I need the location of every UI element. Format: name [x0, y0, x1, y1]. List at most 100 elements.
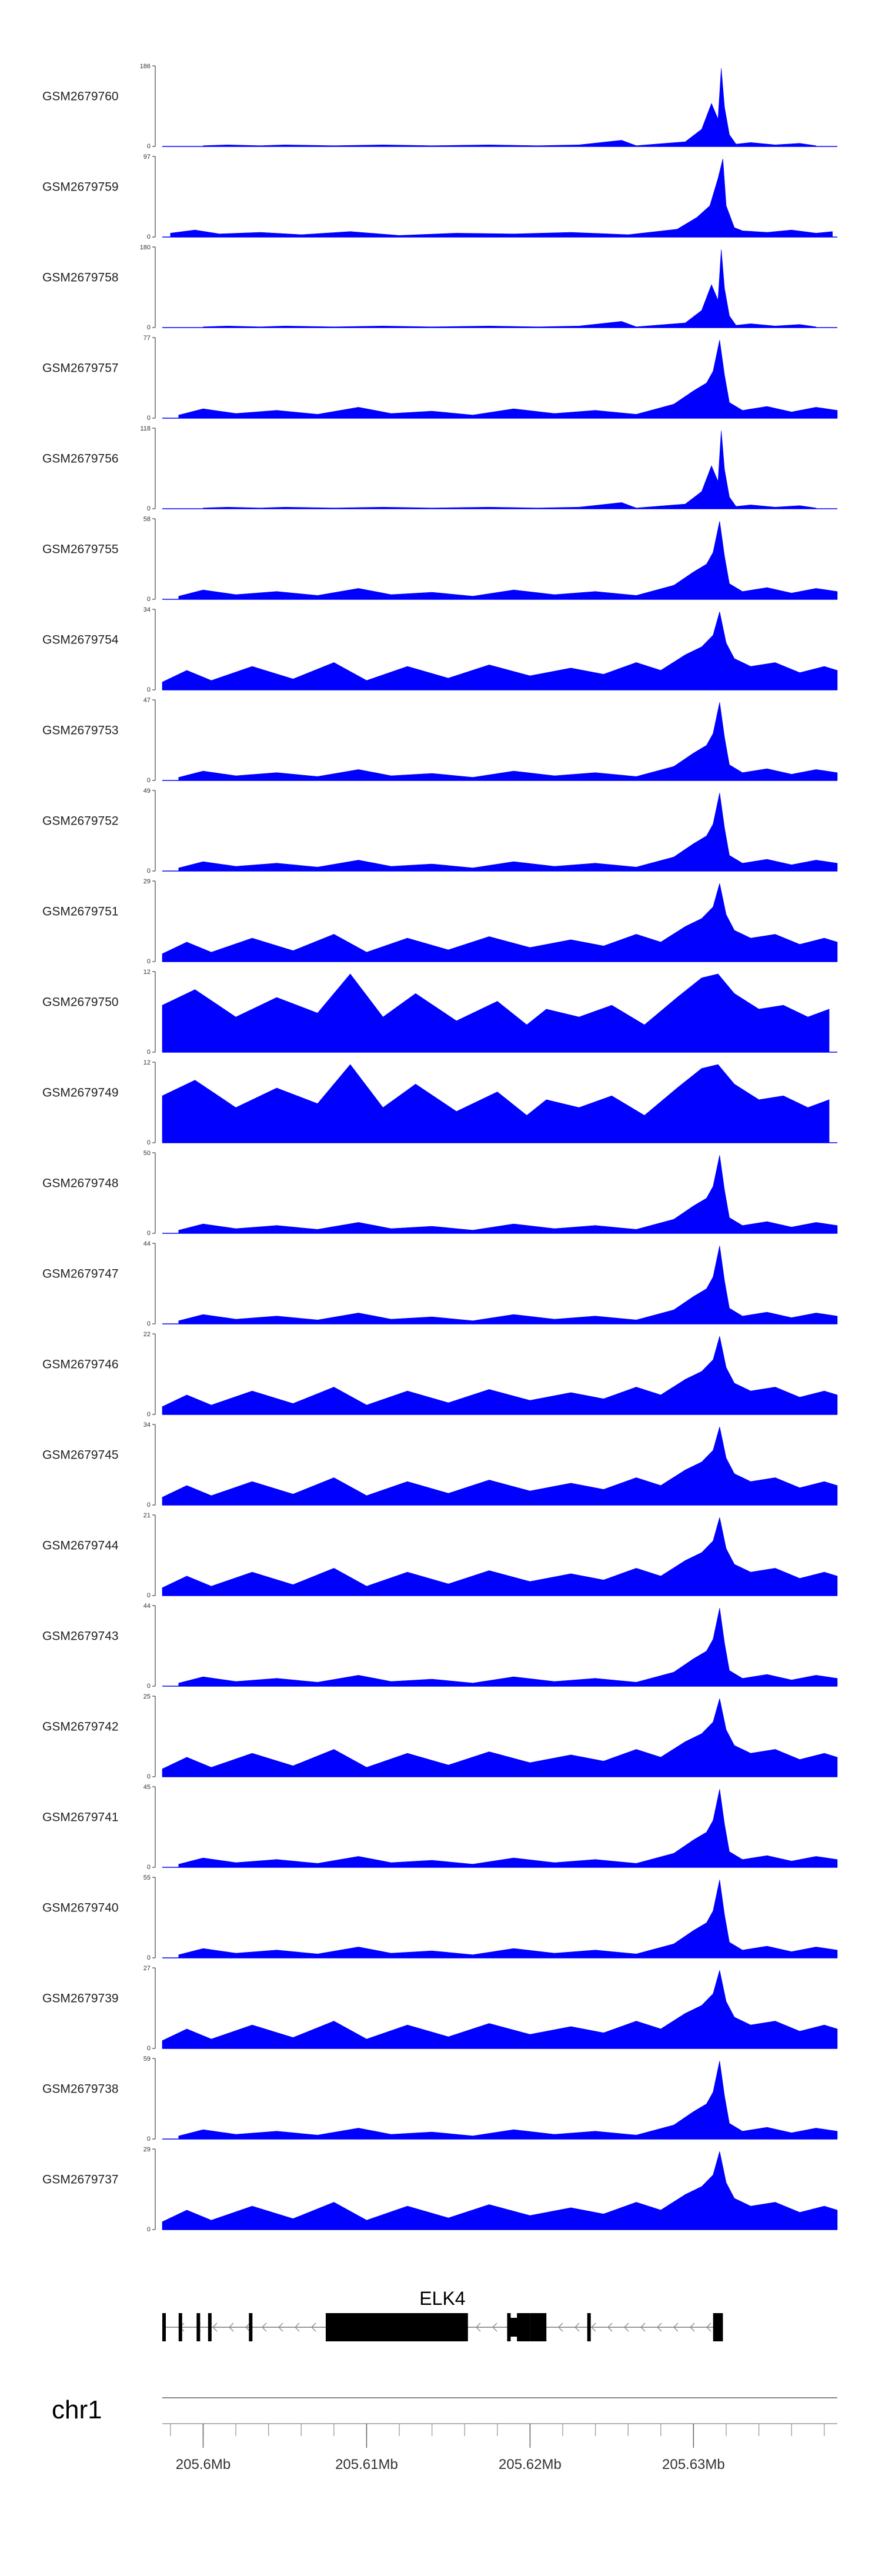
- strand-arrow: [591, 2323, 596, 2332]
- coverage-area: [178, 1154, 838, 1234]
- y-max-label: 29: [143, 878, 151, 885]
- y-max-label: 47: [143, 697, 151, 704]
- track-GSM2679747: GSM2679747 44 0: [42, 1240, 838, 1327]
- axis-tick-label: 205.6Mb: [176, 2457, 230, 2472]
- gene-exon: [208, 2313, 212, 2341]
- y-min-label: 0: [147, 1864, 151, 1871]
- track-GSM2679755: GSM2679755 58 0: [42, 516, 838, 603]
- strand-arrow: [229, 2323, 234, 2332]
- axis-tick-label: 205.62Mb: [499, 2457, 562, 2472]
- y-min-label: 0: [147, 1773, 151, 1780]
- strand-arrow: [640, 2323, 646, 2332]
- gene-utr: [507, 2318, 527, 2337]
- y-min-label: 0: [147, 143, 151, 150]
- strand-arrow: [245, 2323, 250, 2332]
- coverage-area: [203, 68, 817, 147]
- coverage-area: [162, 883, 838, 962]
- strand-arrow: [690, 2323, 695, 2332]
- coverage-area: [162, 1970, 838, 2049]
- gene-model: ELK4: [162, 2288, 723, 2341]
- axis-tick-label: 205.63Mb: [662, 2457, 725, 2472]
- strand-arrow: [311, 2323, 316, 2332]
- track-label: GSM2679737: [42, 2173, 119, 2187]
- track-GSM2679743: GSM2679743 44 0: [42, 1603, 838, 1690]
- track-GSM2679737: GSM2679737 29 0: [42, 2146, 838, 2233]
- y-min-label: 0: [147, 415, 151, 422]
- track-label: GSM2679745: [42, 1449, 119, 1462]
- track-label: GSM2679743: [42, 1630, 119, 1643]
- track-label: GSM2679746: [42, 1358, 119, 1372]
- y-min-label: 0: [147, 958, 151, 965]
- track-GSM2679759: GSM2679759 97 0: [42, 154, 837, 241]
- strand-arrow: [262, 2323, 267, 2332]
- y-max-label: 45: [143, 1784, 151, 1791]
- gene-exon: [196, 2313, 201, 2341]
- coverage-area: [203, 249, 817, 328]
- track-label: GSM2679738: [42, 2083, 119, 2096]
- strand-arrow: [624, 2323, 629, 2332]
- track-GSM2679746: GSM2679746 22 0: [42, 1331, 838, 1418]
- track-label: GSM2679759: [42, 181, 119, 194]
- track-GSM2679750: GSM2679750 12 0: [42, 969, 837, 1056]
- track-GSM2679751: GSM2679751 29 0: [42, 878, 838, 965]
- y-max-label: 58: [143, 516, 151, 523]
- track-label: GSM2679748: [42, 1177, 119, 1190]
- y-min-label: 0: [147, 1592, 151, 1599]
- strand-arrow: [657, 2323, 662, 2332]
- track-GSM2679742: GSM2679742 25 0: [42, 1693, 838, 1780]
- track-GSM2679754: GSM2679754 34 0: [42, 606, 838, 693]
- track-label: GSM2679739: [42, 1992, 119, 2006]
- strand-arrow: [492, 2323, 497, 2332]
- strand-arrow: [278, 2323, 283, 2332]
- strand-arrow: [295, 2323, 300, 2332]
- track-GSM2679748: GSM2679748 50 0: [42, 1150, 838, 1237]
- y-max-label: 180: [140, 244, 151, 251]
- track-label: GSM2679755: [42, 543, 119, 556]
- track-label: GSM2679747: [42, 1267, 119, 1281]
- y-min-label: 0: [147, 2226, 151, 2233]
- y-min-label: 0: [147, 1683, 151, 1690]
- track-GSM2679756: GSM2679756 118 0: [42, 425, 837, 512]
- genome-axis: chr1 205.6Mb 205.61Mb 205.62Mb 205.63Mb: [52, 2395, 837, 2472]
- y-min-label: 0: [147, 2135, 151, 2143]
- y-min-label: 0: [147, 1954, 151, 1961]
- track-GSM2679757: GSM2679757 77 0: [42, 335, 838, 422]
- track-label: GSM2679749: [42, 1086, 119, 1100]
- track-label: GSM2679754: [42, 633, 119, 647]
- strand-arrow: [607, 2323, 613, 2332]
- y-min-label: 0: [147, 324, 151, 331]
- y-min-label: 0: [147, 1049, 151, 1056]
- strand-arrow: [574, 2323, 580, 2332]
- coverage-area: [162, 1698, 838, 1777]
- coverage-area: [162, 1426, 838, 1506]
- y-max-label: 29: [143, 2146, 151, 2153]
- y-max-label: 12: [143, 1059, 151, 1066]
- y-min-label: 0: [147, 596, 151, 603]
- track-GSM2679753: GSM2679753 47 0: [42, 697, 838, 784]
- coverage-area: [178, 1879, 838, 1958]
- gene-exon: [713, 2313, 723, 2341]
- coverage-area: [162, 1064, 830, 1143]
- y-max-label: 44: [143, 1603, 151, 1610]
- coverage-area: [203, 430, 817, 509]
- y-max-label: 12: [143, 969, 151, 976]
- strand-arrow: [558, 2323, 563, 2332]
- coverage-area: [178, 1788, 838, 1868]
- y-max-label: 27: [143, 1965, 151, 1972]
- track-label: GSM2679760: [42, 90, 119, 104]
- y-max-label: 186: [140, 63, 151, 70]
- y-min-label: 0: [147, 1411, 151, 1418]
- coverage-area: [178, 1245, 838, 1324]
- track-GSM2679752: GSM2679752 49 0: [42, 788, 838, 875]
- track-GSM2679739: GSM2679739 27 0: [42, 1965, 838, 2052]
- y-min-label: 0: [147, 777, 151, 784]
- y-min-label: 0: [147, 1230, 151, 1237]
- gene-exon: [178, 2313, 182, 2341]
- coverage-area: [162, 2151, 838, 2230]
- track-GSM2679749: GSM2679749 12 0: [42, 1059, 837, 1146]
- track-GSM2679760: GSM2679760 186 0: [42, 63, 837, 150]
- y-max-label: 44: [143, 1240, 151, 1247]
- y-max-label: 34: [143, 606, 151, 613]
- gene-name-label: ELK4: [419, 2288, 465, 2309]
